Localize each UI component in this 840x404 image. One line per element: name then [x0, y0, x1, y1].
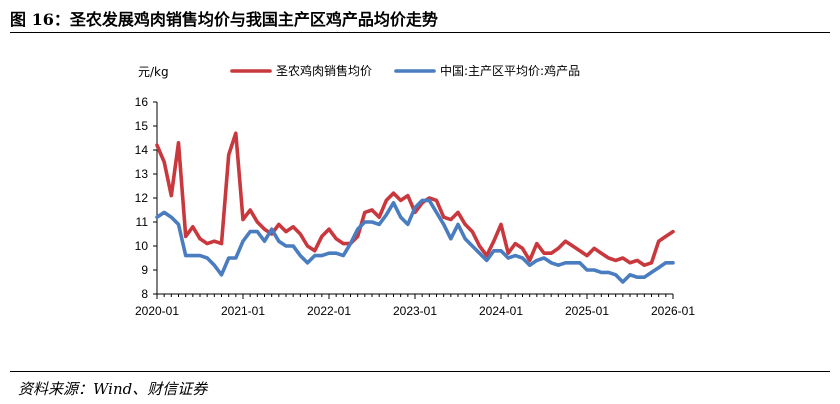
- y-tick-label: 12: [135, 191, 149, 205]
- source-note: 资料来源：Wind、财信证券: [18, 380, 208, 398]
- y-tick-label: 14: [135, 143, 149, 157]
- y-tick-label: 8: [141, 287, 148, 301]
- y-axis-unit: 元/kg: [138, 65, 169, 79]
- x-tick-label: 2023-01: [393, 304, 437, 318]
- y-tick-label: 13: [135, 167, 149, 181]
- source-rule: [10, 371, 830, 372]
- x-tick-label: 2022-01: [307, 304, 351, 318]
- figure-title: 图 16：圣农发展鸡肉销售均价与我国主产区鸡产品均价走势: [10, 10, 438, 29]
- title-rule: [10, 32, 830, 33]
- x-tick-label: 2026-01: [651, 304, 695, 318]
- y-tick-label: 10: [135, 239, 149, 253]
- line-chart: 8 9 10 11 12 13 14 15 16 2020-01 2021-01 2022-01 202…: [135, 63, 696, 318]
- x-tick-label: 2025-01: [565, 304, 609, 318]
- y-tick-label: 15: [135, 119, 149, 133]
- x-tick-label: 2020-01: [135, 304, 179, 318]
- series-line-1: [155, 131, 675, 267]
- x-tick-label: 2024-01: [479, 304, 523, 318]
- y-tick-label: 11: [136, 215, 149, 229]
- y-tick-label: 9: [141, 263, 148, 277]
- legend-label-1: 圣农鸡肉销售均价: [276, 63, 372, 78]
- legend-label-2: 中国:主产区平均价:鸡产品: [440, 63, 580, 78]
- x-tick-label: 2021-01: [221, 304, 265, 318]
- y-tick-label: 16: [135, 95, 149, 109]
- series-line-2: [155, 198, 675, 284]
